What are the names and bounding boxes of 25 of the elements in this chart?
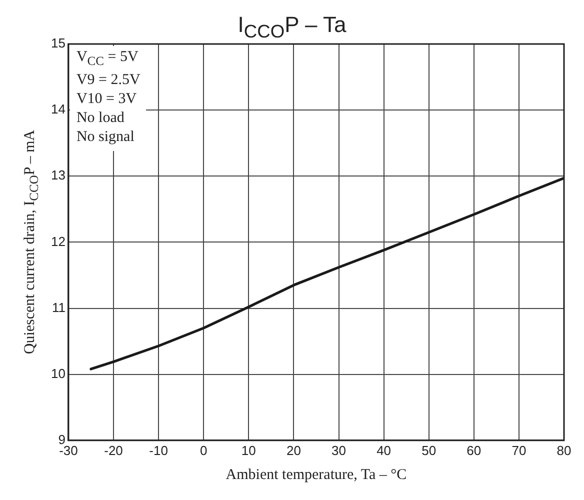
chart-title: I$_{CCO}$P – Ta [238,12,346,42]
y-tick-label: 10 [50,366,66,381]
x-tick-label: 50 [422,442,436,458]
x-tick-label: 40 [376,442,392,458]
annotation: V$_{CC}$ = 5V [76,48,140,70]
x-tick-label: 70 [512,442,526,458]
x-tick-label: 10 [241,442,256,458]
x-tick-label: 60 [466,442,482,458]
y-tick-label: 14 [50,102,66,117]
annotation: No signal [76,128,136,147]
y-tick-label: 9 [58,432,66,447]
x-tick-label: 20 [286,442,301,458]
annotation: No load [76,109,126,128]
y-tick-label: 12 [50,234,66,249]
x-tick-label: -20 [104,442,123,458]
x-tick-label: 0 [200,442,208,458]
x-axis-title: Ambient temperature, Ta – °C [226,466,407,483]
y-tick-label: 15 [50,36,66,51]
y-tick-label: 13 [50,168,66,183]
x-tick-label: -10 [149,442,168,458]
annotation: V9 = 2.5V [76,71,140,90]
y-tick-label: 11 [52,300,66,315]
x-tick-label: 30 [332,442,346,458]
x-tick-label: 80 [556,442,572,458]
annotation: V10 = 3V [76,90,138,109]
